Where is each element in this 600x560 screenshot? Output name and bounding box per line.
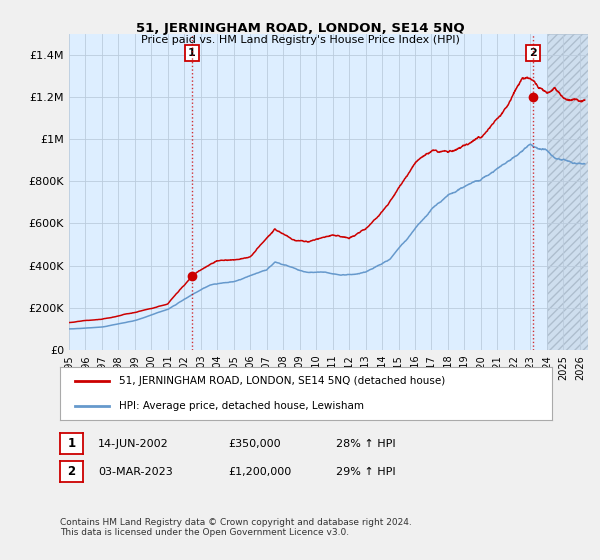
Text: 14-JUN-2002: 14-JUN-2002	[98, 438, 169, 449]
Text: 2: 2	[529, 48, 537, 58]
Bar	[547, 34, 588, 350]
Text: £350,000: £350,000	[228, 438, 281, 449]
Text: 51, JERNINGHAM ROAD, LONDON, SE14 5NQ: 51, JERNINGHAM ROAD, LONDON, SE14 5NQ	[136, 22, 464, 35]
Text: 51, JERNINGHAM ROAD, LONDON, SE14 5NQ (detached house): 51, JERNINGHAM ROAD, LONDON, SE14 5NQ (d…	[119, 376, 445, 386]
Text: 28% ↑ HPI: 28% ↑ HPI	[336, 438, 395, 449]
Text: 1: 1	[188, 48, 196, 58]
Text: £1,200,000: £1,200,000	[228, 466, 291, 477]
Text: 29% ↑ HPI: 29% ↑ HPI	[336, 466, 395, 477]
Text: Contains HM Land Registry data © Crown copyright and database right 2024.
This d: Contains HM Land Registry data © Crown c…	[60, 518, 412, 538]
Text: 2: 2	[67, 465, 76, 478]
Text: 1: 1	[67, 437, 76, 450]
Text: Price paid vs. HM Land Registry's House Price Index (HPI): Price paid vs. HM Land Registry's House …	[140, 35, 460, 45]
Text: 03-MAR-2023: 03-MAR-2023	[98, 466, 173, 477]
Text: HPI: Average price, detached house, Lewisham: HPI: Average price, detached house, Lewi…	[119, 400, 364, 410]
